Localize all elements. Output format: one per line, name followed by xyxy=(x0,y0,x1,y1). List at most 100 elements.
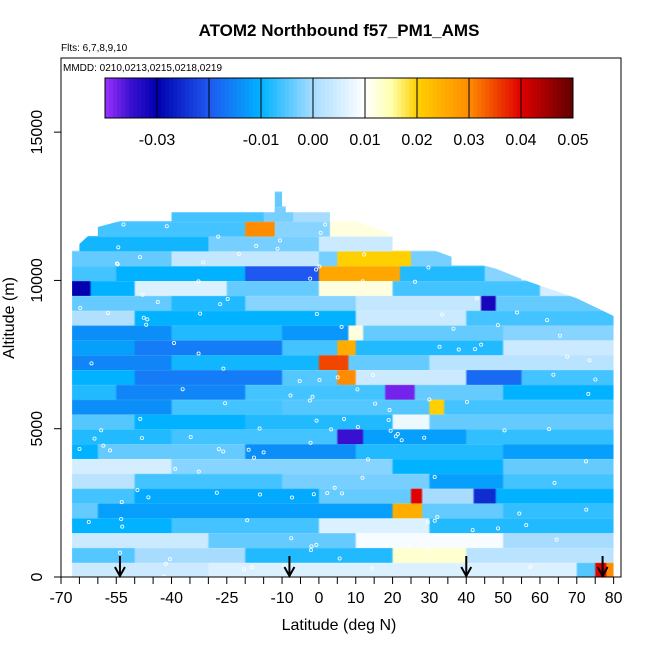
colorbar-segment xyxy=(509,78,514,118)
sample-dot xyxy=(317,264,322,269)
sample-dot xyxy=(218,302,223,307)
sample-dot xyxy=(144,322,149,327)
heat-row xyxy=(274,191,283,207)
y-axis: 0 5000 10000 15000 xyxy=(29,110,61,581)
colorbar-segment xyxy=(561,78,566,118)
heat-row-track xyxy=(72,384,614,386)
colorbar-segment xyxy=(293,78,298,118)
sample-dot xyxy=(360,279,365,284)
sample-dot xyxy=(365,457,370,462)
sample-dot xyxy=(472,347,477,352)
x-tick-label: 70 xyxy=(568,590,586,607)
sample-dot xyxy=(314,312,319,317)
sample-dot xyxy=(355,424,360,429)
sample-dot xyxy=(393,434,398,439)
sample-dot xyxy=(146,495,151,500)
colorbar-segment xyxy=(113,78,118,118)
sample-dot xyxy=(114,261,119,266)
colorbar-segment xyxy=(541,78,546,118)
heat-row xyxy=(72,339,614,356)
sample-dot xyxy=(314,418,319,423)
sample-dot xyxy=(355,387,360,392)
sample-dot xyxy=(547,427,552,432)
sample-dot xyxy=(437,344,442,349)
colorbar-segment xyxy=(133,78,138,118)
colorbar-segment xyxy=(129,78,134,118)
sample-dot xyxy=(465,399,470,404)
colorbar-segment xyxy=(361,78,366,118)
colorbar-segment xyxy=(241,78,246,118)
heat-row-track xyxy=(72,502,614,505)
colorbar-tick-label: 0.05 xyxy=(557,132,588,149)
x-tick-label: 0 xyxy=(314,590,323,607)
colorbar-tick-label: 0.04 xyxy=(505,132,536,149)
sample-dot xyxy=(424,547,429,552)
sample-dot xyxy=(413,279,418,284)
profile-arrow-head xyxy=(283,566,296,579)
colorbar-tick-label: 0.03 xyxy=(453,132,484,149)
x-tick-label: 30 xyxy=(421,590,439,607)
sample-dot xyxy=(575,229,580,234)
sample-dot xyxy=(325,490,330,495)
colorbar-segment xyxy=(517,78,522,118)
sample-dot xyxy=(524,523,529,528)
sample-dot xyxy=(314,267,319,272)
heat-row-track xyxy=(72,295,614,297)
sample-dot xyxy=(339,324,344,329)
colorbar-segment xyxy=(385,78,390,118)
colorbar-segment xyxy=(425,78,430,118)
colorbar-segment xyxy=(553,78,558,118)
sample-dot xyxy=(307,398,312,403)
sample-dot xyxy=(584,507,589,512)
sample-dot xyxy=(246,447,251,452)
sample-dot xyxy=(261,450,266,455)
colorbar-segment xyxy=(473,78,478,118)
colorbar-segment xyxy=(245,78,250,118)
sample-dot xyxy=(340,491,345,496)
profile-arrows xyxy=(114,556,609,579)
x-tick-label: -55 xyxy=(105,590,128,607)
colorbar-segment xyxy=(389,78,394,118)
colorbar-segment xyxy=(549,78,554,118)
sample-dot xyxy=(275,246,280,251)
sample-dot xyxy=(171,340,176,345)
sample-dot xyxy=(106,311,111,316)
colorbar-segment xyxy=(529,78,534,118)
sample-dot xyxy=(89,361,94,366)
colorbar-segment xyxy=(117,78,122,118)
sample-dot xyxy=(515,310,520,315)
heat-row-track xyxy=(72,562,614,564)
x-tick-label: -25 xyxy=(215,590,238,607)
sample-dot xyxy=(552,480,557,485)
sample-dot xyxy=(121,222,126,227)
colorbar-segment xyxy=(161,78,166,118)
sample-dot xyxy=(120,524,125,529)
colorbar-segment xyxy=(449,78,454,118)
sample-dot xyxy=(221,449,226,454)
y-tick-label: 10000 xyxy=(29,258,46,303)
y-tick-label: 5000 xyxy=(29,411,46,447)
colorbar-segment xyxy=(437,78,442,118)
sample-dot xyxy=(86,520,91,525)
sample-dot xyxy=(386,418,391,423)
colorbar-segment xyxy=(265,78,270,118)
sample-dot xyxy=(258,492,263,497)
colorbar-segment xyxy=(349,78,354,118)
sample-dot xyxy=(593,377,598,382)
x-tick-label: 20 xyxy=(384,590,402,607)
colorbar-segment xyxy=(261,78,266,118)
colorbar-segment xyxy=(209,78,214,118)
sample-dot xyxy=(173,466,178,471)
colorbar-segment xyxy=(377,78,382,118)
sample-dot xyxy=(164,224,169,229)
sample-dot xyxy=(254,243,259,248)
colorbar-segment xyxy=(121,78,126,118)
sample-dot xyxy=(532,230,537,235)
sample-dot xyxy=(308,276,313,281)
y-tick-label: 15000 xyxy=(29,110,46,155)
sample-dot xyxy=(221,366,226,371)
sample-dot xyxy=(399,438,404,443)
heat-row xyxy=(171,206,330,222)
sample-dot xyxy=(332,485,337,490)
sample-dot xyxy=(196,469,201,474)
